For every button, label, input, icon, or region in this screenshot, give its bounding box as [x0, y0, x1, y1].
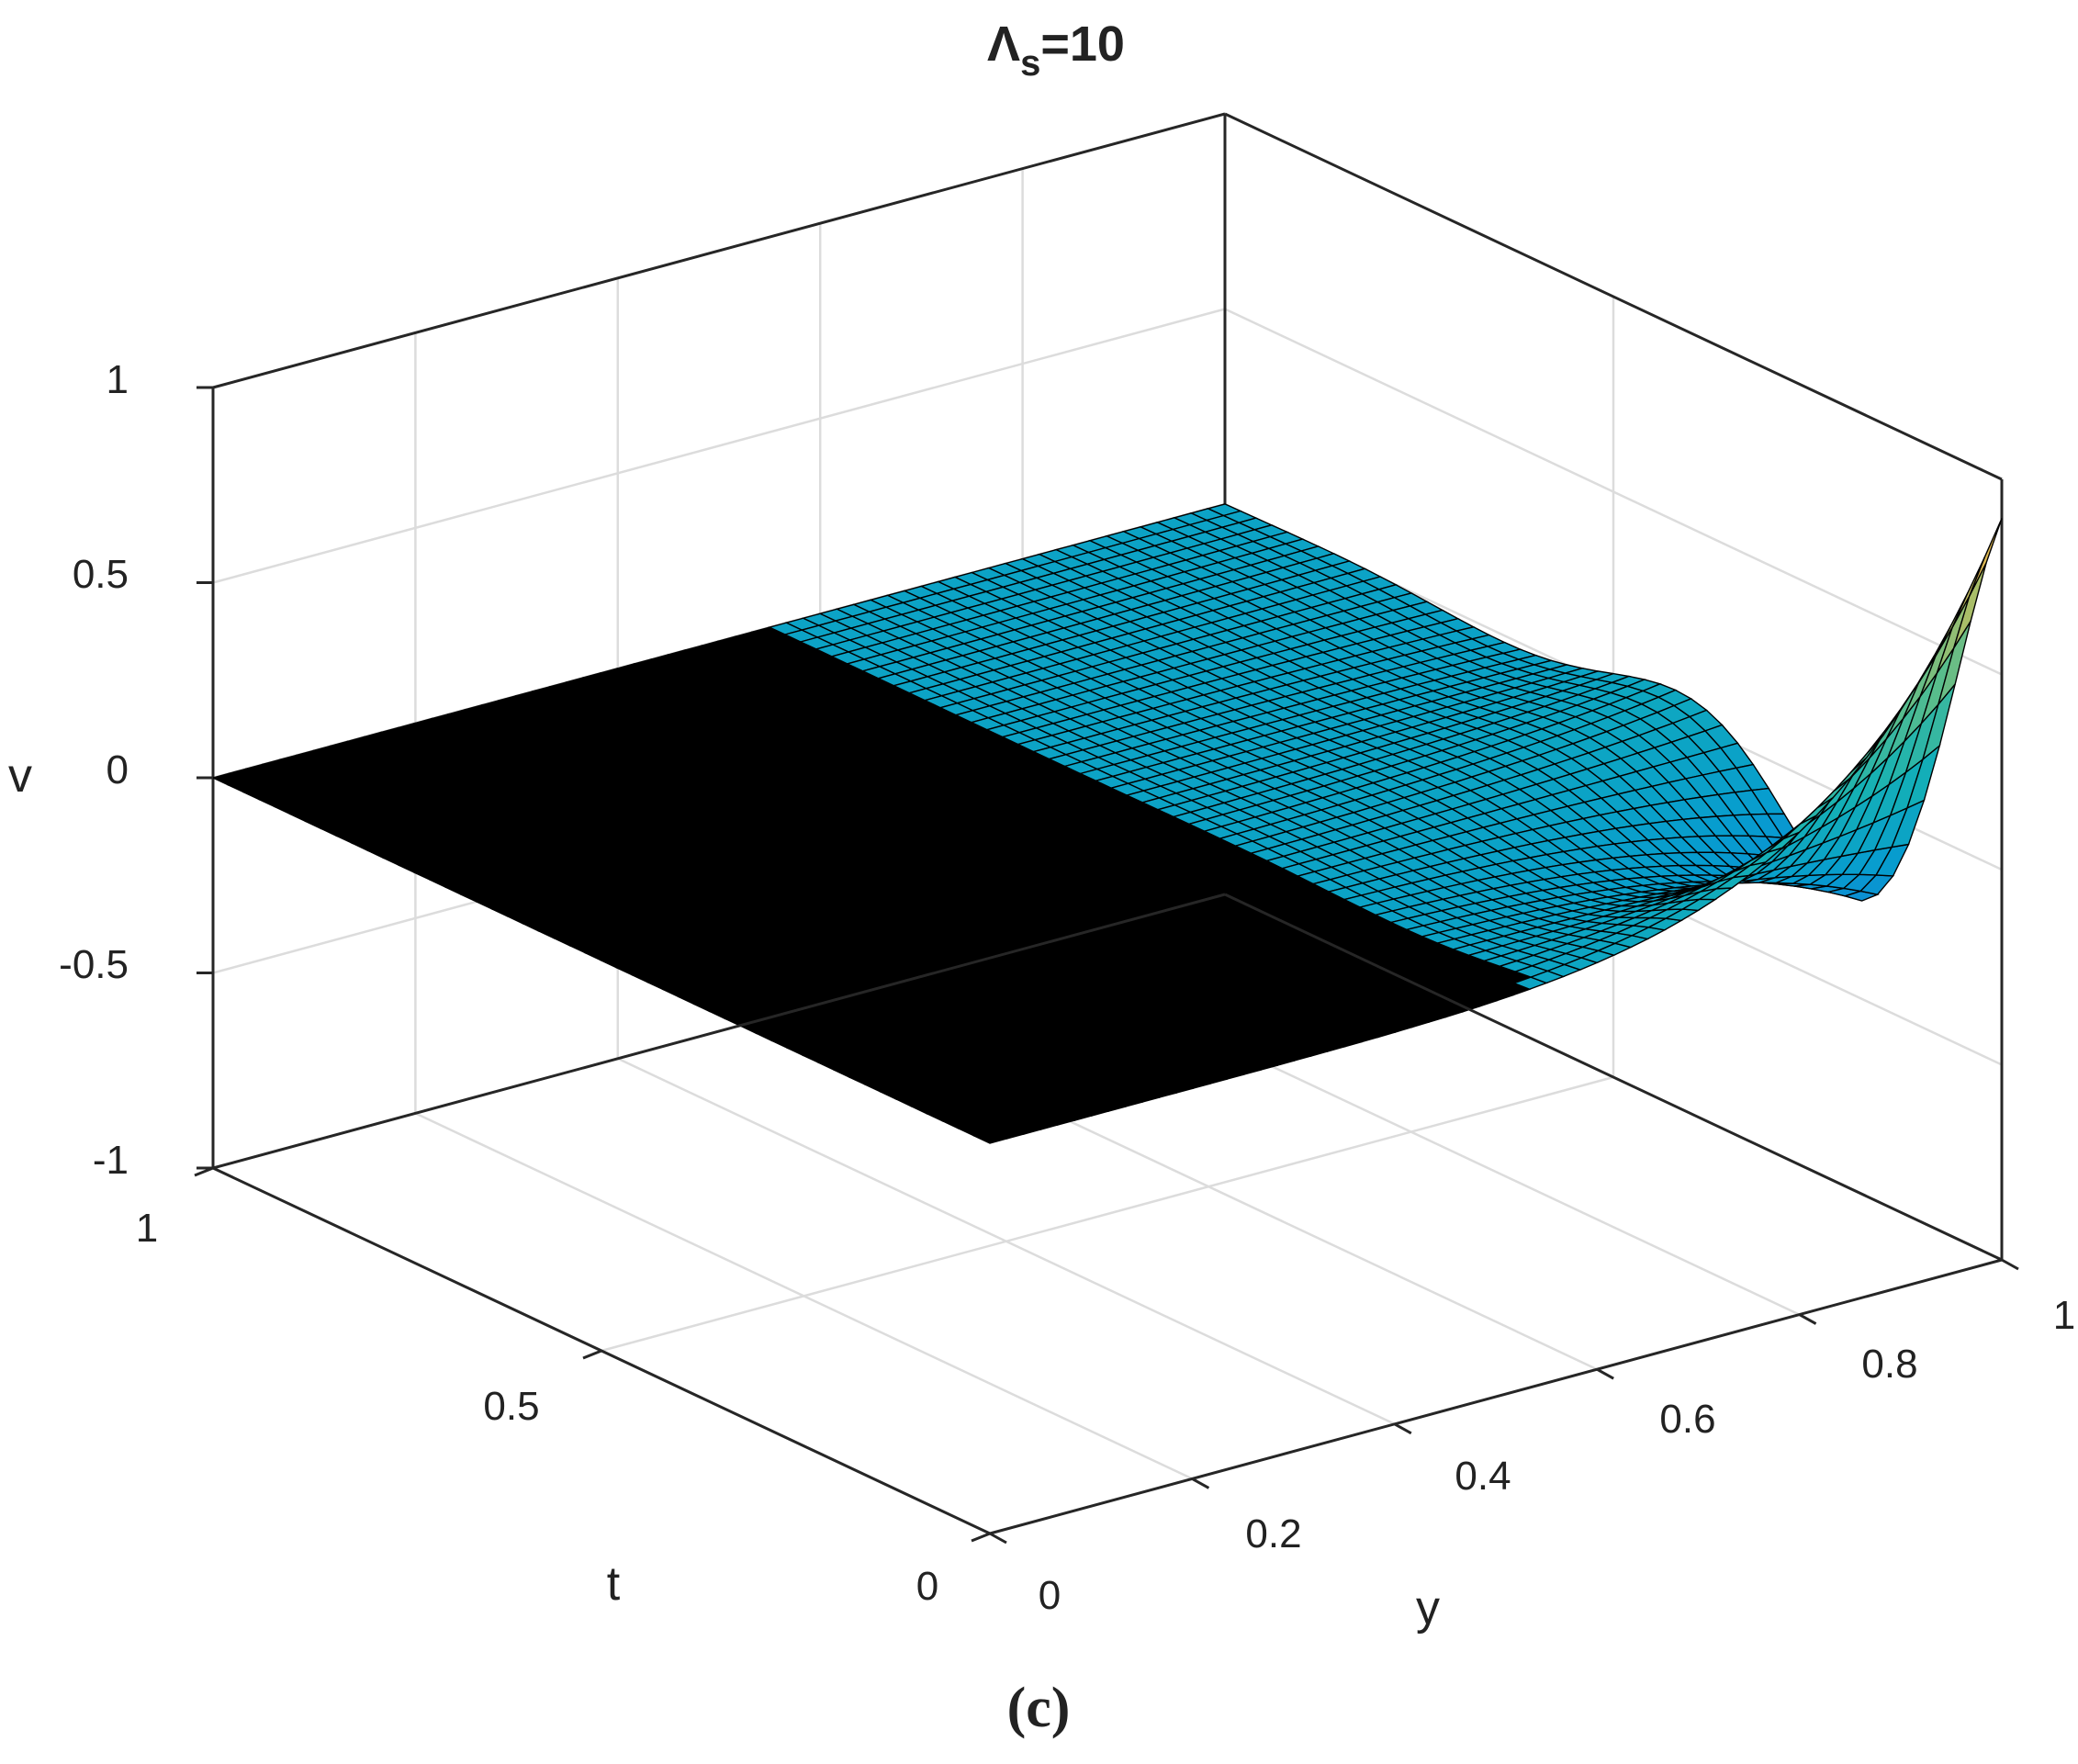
t-tick-label: 0 [916, 1564, 938, 1609]
front-axes-edges [194, 386, 2019, 1545]
y-tick-mark [1596, 1367, 1614, 1380]
t-tick-mark [971, 1532, 991, 1543]
z-axis-label: v [8, 749, 32, 803]
y-tick-label: 0 [1039, 1573, 1061, 1618]
y-tick-mark [2001, 1258, 2019, 1271]
z-tick-label: -0.5 [59, 942, 129, 987]
y-tick-mark [1191, 1477, 1210, 1489]
figure-caption: (c) [1007, 1677, 1071, 1739]
y-tick-mark [1394, 1422, 1412, 1435]
y-tick-label: 0.6 [1659, 1397, 1715, 1442]
t-tick-label: 1 [136, 1206, 158, 1251]
surface-patch [1969, 518, 2003, 597]
z-tick-label: 1 [107, 357, 129, 402]
z-tick-label: 0 [107, 747, 129, 792]
y-tick-label: 0.4 [1455, 1454, 1511, 1499]
y-axis-label: y [1416, 1581, 1440, 1635]
title-rest: =10 [1040, 17, 1125, 72]
t-axis: 0 0.5 1 t [136, 1206, 938, 1611]
box-edge [1224, 893, 2003, 1262]
z-axis: -1 -0.5 0 0.5 1 v [8, 357, 129, 1183]
floor-grid-line [601, 1075, 1614, 1353]
t-tick-label: 0.5 [483, 1384, 539, 1429]
title-symbol: Λ [987, 17, 1020, 72]
y-tick-label: 1 [2053, 1293, 2075, 1338]
box-edge [212, 893, 1226, 1170]
z-tick-label: -1 [93, 1138, 129, 1183]
y-tick-label: 0.8 [1861, 1342, 1917, 1387]
box-edge [989, 1258, 2003, 1535]
y-axis: 0 0.2 0.4 0.6 0.8 1 y [1039, 1293, 2075, 1635]
y-tick-label: 0.2 [1245, 1511, 1301, 1556]
surface-mesh [210, 503, 2003, 1144]
title-subscript: s [1020, 43, 1040, 84]
surface-patch [1953, 562, 1987, 648]
z-tick-label: 0.5 [73, 552, 129, 597]
t-axis-label: t [607, 1557, 621, 1611]
wall-grid-line [212, 308, 1226, 584]
chart-title: Λs=10 [987, 17, 1125, 84]
y-tick-mark [989, 1532, 1007, 1545]
y-tick-mark [1798, 1313, 1817, 1325]
t-tick-mark [194, 1166, 214, 1177]
t-tick-mark [582, 1349, 602, 1360]
box-edge [212, 112, 1226, 389]
box-edge [1224, 112, 2003, 481]
